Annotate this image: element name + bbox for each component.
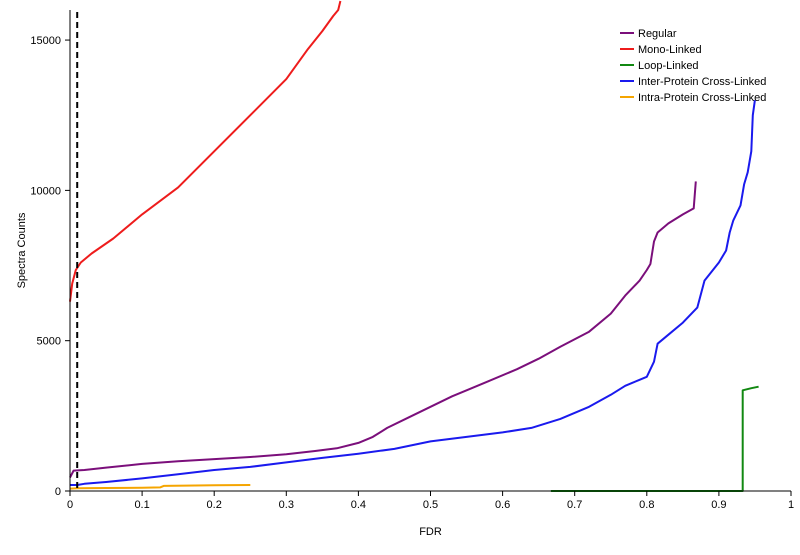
plot-area [69, 0, 759, 492]
legend: Regular Mono-Linked Loop-Linked Inter-Prote… [620, 28, 766, 104]
y-axis-ticks: 0 5000 10000 15000 [30, 35, 70, 498]
legend-label: Inter-Protein Cross-Linked [638, 76, 766, 88]
x-tick-label: 0.8 [639, 499, 654, 511]
x-tick-label: 0 [67, 499, 73, 511]
x-tick-label: 0.5 [423, 499, 438, 511]
y-tick-label: 15000 [30, 35, 61, 47]
y-axis-title: Spectra Counts [16, 212, 28, 288]
series-line-inter-protein-cross-linked [70, 100, 756, 486]
series-line-loop-linked [550, 385, 759, 492]
series-layer [69, 0, 759, 492]
legend-label: Mono-Linked [638, 44, 702, 56]
x-tick-label: 1 [788, 499, 794, 511]
y-tick-label: 10000 [30, 185, 61, 197]
x-tick-label: 0.6 [495, 499, 510, 511]
axes: 0 0.1 0.2 0.3 0.4 0.5 0.6 0.7 0.8 0.9 1 0 5000 10000… [30, 10, 794, 511]
series-line-intra-protein-cross-linked [69, 484, 251, 490]
legend-label: Intra-Protein Cross-Linked [638, 92, 766, 104]
series-line-mono-linked [69, 0, 342, 302]
series-line-regular [69, 181, 697, 478]
x-tick-label: 0.7 [567, 499, 582, 511]
x-tick-label: 0.9 [711, 499, 726, 511]
legend-label: Loop-Linked [638, 60, 699, 72]
x-tick-label: 0.2 [207, 499, 222, 511]
x-axis-ticks: 0 0.1 0.2 0.3 0.4 0.5 0.6 0.7 0.8 0.9 1 [67, 491, 794, 511]
x-tick-label: 0.1 [134, 499, 149, 511]
x-axis-title: FDR [419, 526, 442, 538]
y-tick-label: 5000 [37, 336, 61, 348]
x-tick-label: 0.4 [351, 499, 366, 511]
legend-label: Regular [638, 28, 677, 40]
x-tick-label: 0.3 [279, 499, 294, 511]
y-tick-label: 0 [55, 486, 61, 498]
